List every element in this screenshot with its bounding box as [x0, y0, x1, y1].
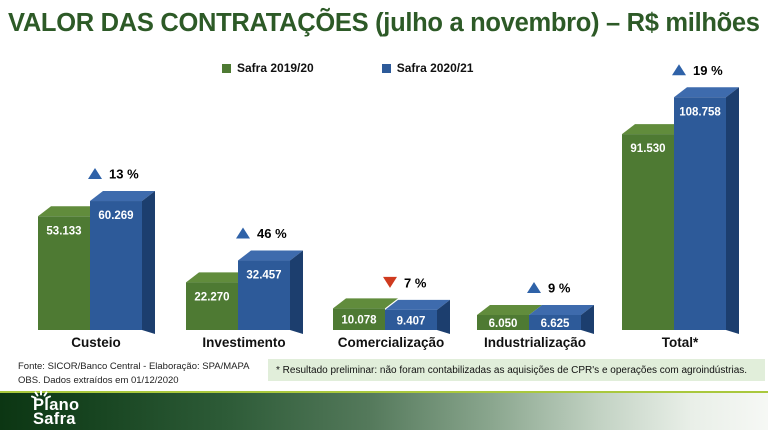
arrow-up-icon: [672, 64, 686, 76]
category-label-industrializacao: Industrialização: [484, 335, 586, 350]
bar-value-label: 10.078: [341, 315, 377, 327]
bar-side-face: [290, 250, 303, 334]
bar-value-label: 108.758: [679, 106, 721, 118]
bar-chart: 53.133 60.269 13 % Custeio 22.270 32.457 46 % I…: [38, 63, 739, 350]
bar-top-face: [529, 305, 594, 315]
bar-top-face: [90, 191, 155, 202]
bar-total-safra-2019-20: [622, 134, 674, 330]
bar-top-face: [622, 124, 687, 135]
bar-group-total: 91.530 108.758 19 % Total*: [622, 63, 739, 350]
category-label-total: Total*: [662, 335, 699, 350]
arrow-up-icon: [527, 282, 541, 293]
bar-value-label: 6.625: [541, 318, 570, 330]
bar-value-label: 91.530: [630, 143, 665, 155]
bar-side-face: [142, 191, 155, 334]
legend-swatch-blue-icon: [381, 63, 391, 73]
sun-rays-icon: [31, 390, 51, 399]
bar-value-label: 53.133: [46, 225, 81, 237]
logo-text-safra: Safra: [33, 409, 76, 428]
bar-industrializacao-safra-2019-20: [477, 315, 529, 330]
logo-text-plano: Plano: [33, 396, 80, 414]
arrow-up-icon: [236, 227, 250, 239]
bar-comercializacao-safra-2019-20: [333, 308, 385, 330]
bar-side-face: [726, 87, 739, 335]
bar-total-safra-2020-21: [674, 97, 726, 331]
bar-top-face: [385, 299, 450, 310]
arrow-up-icon: [88, 168, 102, 180]
bar-comercializacao-safra-2020-21: [385, 309, 437, 330]
bar-custeio-safra-2019-20: [38, 216, 90, 330]
bar-value-label: 32.457: [246, 270, 281, 282]
pct-change-label: 7 %: [404, 275, 427, 290]
pct-change-label: 9 %: [548, 281, 571, 296]
bar-group-custeio: 53.133 60.269 13 % Custeio: [38, 167, 155, 350]
source-line-1: Fonte: SICOR/Banco Central - Elaboração:…: [18, 361, 250, 372]
bar-value-label: 6.050: [489, 318, 518, 330]
bar-custeio-safra-2020-21: [90, 201, 142, 330]
category-label-custeio: Custeio: [71, 335, 121, 350]
bar-side-face: [437, 299, 450, 334]
bar-value-label: 22.270: [194, 291, 229, 303]
preliminary-note: * Resultado preliminar: não foram contab…: [268, 359, 765, 381]
bar-side-face: [581, 305, 594, 334]
footer-band: Plano Safra: [0, 390, 768, 430]
source-line-2: OBS. Dados extraídos em 01/12/2020: [18, 375, 179, 387]
legend-label: Safra 2019/20: [237, 61, 314, 75]
bar-top-face: [238, 250, 303, 261]
bar-top-face: [38, 206, 103, 217]
legend-item-safra-2020-21: Safra 2020/21: [381, 61, 474, 75]
bar-top-face: [186, 272, 251, 283]
pct-change-label: 46 %: [257, 226, 287, 241]
bar-group-comercializacao: 10.078 9.407 7 % Comercialização: [333, 275, 450, 350]
bar-group-industrializacao: 6.050 6.625 9 % Industrialização: [477, 281, 594, 350]
bar-top-face: [333, 298, 398, 309]
bar-top-face: [674, 87, 739, 98]
bar-investimento-safra-2020-21: [238, 260, 290, 330]
arrow-down-icon: [383, 276, 397, 288]
legend-label: Safra 2020/21: [396, 61, 474, 75]
chart-legend: Safra 2019/20 Safra 2020/21: [222, 61, 473, 75]
legend-item-safra-2019-20: Safra 2019/20: [222, 61, 314, 75]
source-note: Fonte: SICOR/Banco Central - Elaboração:…: [18, 360, 249, 389]
pct-change-label: 13 %: [109, 167, 139, 182]
bar-investimento-safra-2019-20: [186, 282, 238, 330]
bar-value-label: 60.269: [98, 210, 133, 222]
pct-change-label: 19 %: [693, 63, 723, 78]
bar-group-investimento: 22.270 32.457 46 % Investimento: [186, 226, 303, 350]
page-title: VALOR DAS CONTRATAÇÕES (julho a novembro…: [8, 9, 760, 37]
category-label-investimento: Investimento: [202, 335, 285, 350]
plano-safra-logo: Plano Safra: [31, 390, 80, 428]
bar-industrializacao-safra-2020-21: [529, 315, 581, 330]
bar-value-label: 9.407: [397, 315, 426, 327]
bar-top-face: [477, 305, 542, 315]
legend-swatch-green-icon: [222, 63, 231, 73]
category-label-comercializacao: Comercialização: [338, 335, 445, 350]
